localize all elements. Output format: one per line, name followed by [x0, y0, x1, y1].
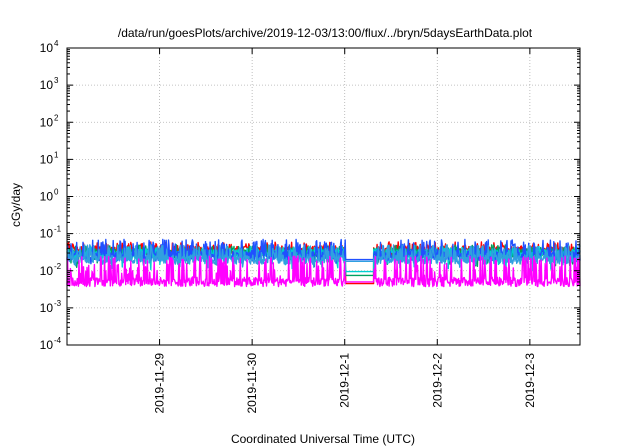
y-tick-label: 10 — [40, 78, 54, 92]
y-tick-label: 10 — [40, 152, 54, 166]
y-tick-label: 10 — [40, 338, 54, 352]
y-tick-exponent: -2 — [54, 262, 62, 271]
y-tick-exponent: -3 — [54, 299, 62, 308]
grid — [67, 48, 580, 345]
y-tick-exponent: 3 — [54, 76, 59, 85]
plot-series — [66, 238, 581, 288]
y-tick-label: 10 — [40, 41, 54, 55]
x-tick-label: 2019-12-2 — [430, 353, 444, 408]
y-tick-label: 10 — [40, 264, 54, 278]
chart-title: /data/run/goesPlots/archive/2019-12-03/1… — [118, 26, 533, 40]
series-line-6 — [66, 255, 581, 288]
x-tick-label: 2019-12-3 — [523, 353, 537, 408]
y-tick-exponent: -4 — [54, 336, 62, 345]
x-tick-label: 2019-11-29 — [153, 353, 167, 414]
y-tick-label: 10 — [40, 227, 54, 241]
y-tick-exponent: 0 — [54, 188, 59, 197]
series-line-5 — [66, 244, 581, 269]
y-tick-exponent: -1 — [54, 225, 62, 234]
y-tick-exponent: 2 — [54, 113, 59, 122]
x-tick-label: 2019-12-1 — [338, 353, 352, 408]
y-tick-exponent: 4 — [54, 39, 59, 48]
y-tick-label: 10 — [40, 115, 54, 129]
y-tick-label: 10 — [40, 301, 54, 315]
x-axis-label: Coordinated Universal Time (UTC) — [231, 432, 415, 446]
y-axis-label: cGy/day — [9, 183, 23, 227]
plot-frame — [66, 47, 581, 346]
y-tick-label: 10 — [40, 190, 54, 204]
x-tick-label: 2019-11-30 — [245, 353, 259, 414]
y-tick-exponent: 1 — [54, 150, 59, 159]
